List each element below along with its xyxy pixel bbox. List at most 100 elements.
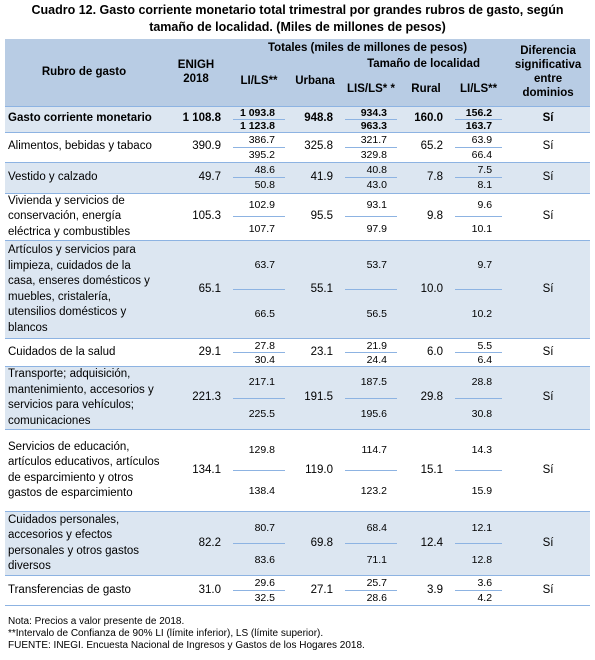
row-label: Alimentos, bebidas y tabaco [5,131,163,162]
interval-cell: 27.8 30.4 [229,338,289,367]
interval-cell: 5.5 6.4 [451,338,507,367]
upper-limit: 30.8 [471,407,493,420]
upper-limit: 15.9 [471,485,493,497]
cell: 41.9 [289,161,341,193]
interval-cell: 14.3 15.9 [451,429,507,512]
interval-cell: 29.6 32.5 [229,575,289,606]
cell: 29.8 [401,366,451,430]
interval-cell: 9.7 10.2 [451,240,507,339]
row-label: Gasto corriente monetario [5,105,163,132]
table-body: Gasto corriente monetario 1 108.8 1 093.8 1… [5,105,591,606]
lower-limit: 1 093.8 [233,107,285,120]
header-cell: Tamaño de localidad [341,56,507,72]
lower-limit: 7.5 [455,163,503,178]
interval-cell: 114.7 123.2 [341,429,401,512]
interval: 48.6 50.8 [229,163,289,193]
interval: 68.4 71.1 [341,512,401,575]
lower-limit: 156.2 [455,107,503,120]
cell: 27.1 [289,575,341,606]
upper-limit: 30.4 [254,353,275,366]
interval: 3.6 4.2 [451,576,506,605]
header-cell: LIS/LS* * [341,72,401,106]
lower-limit: 29.6 [233,576,285,591]
interval: 27.8 30.4 [229,339,289,366]
header-cell: Diferencia significativa entre dominios [506,39,591,106]
interval-cell: 386.7 395.2 [229,131,289,162]
lower-limit: 5.5 [455,339,503,353]
interval-cell: 156.2 163.7 [451,105,507,132]
interval: 7.5 8.1 [451,163,506,193]
interval-cell: 12.1 12.8 [451,511,507,576]
upper-limit: 10.1 [471,222,493,235]
lower-limit: 321.7 [345,133,397,148]
interval-cell: 63.9 66.4 [451,131,507,162]
note: Nota: Precios a valor presente de 2018. [8,616,185,627]
upper-limit: 6.4 [477,353,493,366]
upper-limit: 123.2 [360,485,387,497]
upper-limit: 83.6 [254,553,275,566]
interval-cell: 25.7 28.6 [341,575,401,606]
cell: 105.3 [163,192,229,241]
cell: Sí [506,161,591,193]
row-label: Transporte; adquisición, mantenimiento, … [5,366,163,430]
cell: 55.1 [289,240,341,339]
header-cell: Rubro de gasto [5,39,163,106]
cell: 160.0 [401,105,451,132]
cell: Sí [506,429,591,512]
cell: Sí [506,192,591,241]
upper-limit: 66.5 [254,308,275,320]
upper-limit: 50.8 [254,179,275,192]
upper-limit: 71.1 [366,553,387,566]
row-label: Transferencias de gasto [5,575,163,606]
interval: 63.9 66.4 [451,133,506,162]
header-cell: Rural [401,72,451,106]
cell: 31.0 [163,575,229,606]
interval-cell: 9.6 10.1 [451,192,507,241]
upper-limit: 963.3 [360,119,387,132]
cell: Sí [506,131,591,162]
cell: 1 108.8 [163,105,229,132]
cell: Sí [506,338,591,367]
lower-limit: 9.7 [455,241,503,290]
interval: 187.5 195.6 [341,367,401,429]
interval: 9.6 10.1 [451,194,506,241]
upper-limit: 10.2 [471,308,493,320]
interval-cell: 1 093.8 1 123.8 [229,105,289,132]
interval-cell: 217.1 225.5 [229,366,289,430]
table: Rubro de gasto ENIGH 2018 Totales (miles… [5,39,591,606]
upper-limit: 12.8 [471,553,493,566]
lower-limit: 25.7 [345,576,397,591]
row-label: Servicios de educación, artículos educat… [5,429,163,512]
interval: 14.3 15.9 [451,430,506,511]
cell: 7.8 [401,161,451,193]
interval-cell: 48.6 50.8 [229,161,289,193]
interval: 321.7 329.8 [341,133,401,162]
header-cell: Urbana [289,56,341,106]
interval: 28.8 30.8 [451,367,506,429]
interval: 156.2 163.7 [451,107,506,132]
interval-cell: 934.3 963.3 [341,105,401,132]
cell: Sí [506,240,591,339]
header-cell: LI/LS** [229,56,289,106]
interval-cell: 63.7 66.5 [229,240,289,339]
lower-limit: 9.6 [455,194,503,218]
interval-cell: 7.5 8.1 [451,161,507,193]
interval: 80.7 83.6 [229,512,289,575]
interval-cell: 40.8 43.0 [341,161,401,193]
interval: 114.7 123.2 [341,430,401,511]
row-label: Cuidados de la salud [5,338,163,367]
cell: 12.4 [401,511,451,576]
cell: 191.5 [289,366,341,430]
row-label: Artículos y servicios para limpieza, cui… [5,240,163,339]
upper-limit: 163.7 [465,119,493,132]
interval: 63.7 66.5 [229,241,289,338]
interval: 40.8 43.0 [341,163,401,193]
cell: 134.1 [163,429,229,512]
cell: 221.3 [163,366,229,430]
cell: 49.7 [163,161,229,193]
upper-limit: 43.0 [366,179,387,192]
lower-limit: 48.6 [233,163,285,178]
note: FUENTE: INEGI. Encuesta Nacional de Ingr… [8,640,365,651]
title: Cuadro 12. Gasto corriente monetario tot… [31,3,564,34]
table-row: Cuidados de la salud 29.1 27.8 30.4 23.1 21.9… [5,338,591,367]
